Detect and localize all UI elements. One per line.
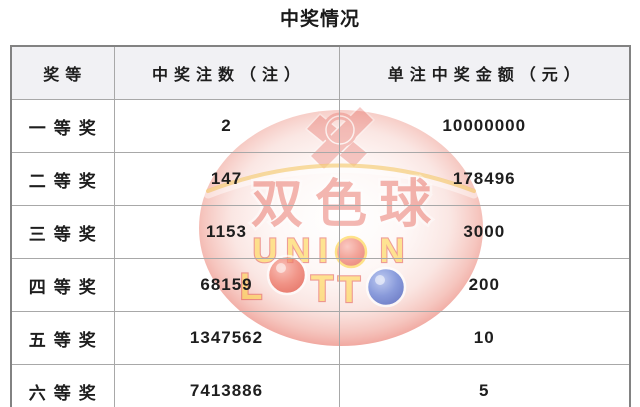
win-count-cell: 68159 — [113, 258, 340, 312]
page-title: 中奖情况 — [279, 9, 360, 30]
prize-level-cell: 三等奖 — [10, 205, 115, 259]
table-row: 四等奖 68159 200 — [10, 258, 631, 312]
prize-level-cell: 二等奖 — [10, 152, 115, 206]
column-header-prize-level: 奖等 — [10, 45, 115, 100]
column-header-prize-amount: 单注中奖金额（元） — [338, 45, 631, 100]
prize-amount-cell: 5 — [338, 364, 631, 407]
prize-amount-cell: 178496 — [338, 152, 631, 206]
table-row: 一等奖 2 10000000 — [10, 99, 631, 153]
win-count-cell: 2 — [113, 99, 340, 153]
column-header-win-count: 中奖注数（注） — [113, 45, 340, 100]
prize-amount-cell: 3000 — [338, 205, 631, 259]
prize-level-cell: 一等奖 — [10, 99, 115, 153]
win-count-cell: 7413886 — [113, 364, 340, 407]
table-row: 六等奖 7413886 5 — [10, 364, 631, 407]
table-row: 五等奖 1347562 10 — [10, 311, 631, 365]
table-header-row: 奖等 中奖注数（注） 单注中奖金额（元） — [10, 45, 631, 100]
prize-amount-cell: 200 — [338, 258, 631, 312]
table-row: 三等奖 1153 3000 — [10, 205, 631, 259]
prize-amount-cell: 10000000 — [338, 99, 631, 153]
prize-level-cell: 四等奖 — [10, 258, 115, 312]
win-count-cell: 147 — [113, 152, 340, 206]
win-count-cell: 1347562 — [113, 311, 340, 365]
prize-level-cell: 五等奖 — [10, 311, 115, 365]
prize-results-table: 奖等 中奖注数（注） 单注中奖金额（元） 一等奖 2 10000000 二等奖 … — [10, 45, 631, 407]
win-count-cell: 1153 — [113, 205, 340, 259]
prize-amount-cell: 10 — [338, 311, 631, 365]
table-row: 二等奖 147 178496 — [10, 152, 631, 206]
prize-level-cell: 六等奖 — [10, 364, 115, 407]
